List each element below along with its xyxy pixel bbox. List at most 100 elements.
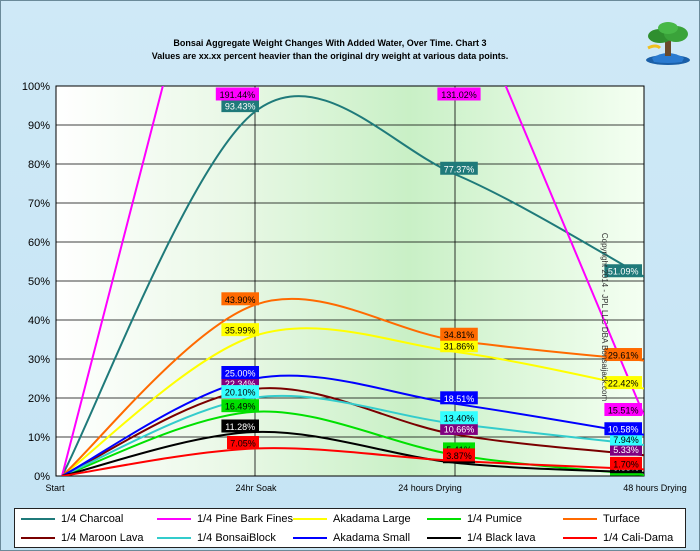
data-label-box <box>221 419 259 433</box>
series-line-7 <box>61 394 644 476</box>
data-label: 34.81% <box>440 327 478 341</box>
legend-label: 1/4 Pumice <box>467 512 523 525</box>
data-label-text: 35.99% <box>225 326 256 336</box>
legend-swatch <box>563 517 597 520</box>
data-label-box <box>437 87 481 101</box>
data-label-text: 18.51% <box>444 394 475 404</box>
legend-label: Akadama Large <box>333 512 411 525</box>
legend-swatch <box>293 517 327 520</box>
legend-label: Akadama Small <box>333 531 411 544</box>
data-label-text: 34.81% <box>444 330 475 340</box>
data-label-box <box>604 422 642 436</box>
legend-label: 1/4 Black lava <box>467 531 536 544</box>
copyright-text: Copyright 2014 - JPL LLC DBA Bonsaijack.… <box>600 232 609 402</box>
bonsai-logo-icon <box>642 18 694 68</box>
x-tick-label: 24hr Soak <box>235 483 277 493</box>
data-label-text: 51.09% <box>608 267 639 277</box>
legend-swatch <box>21 517 55 520</box>
data-label-text: 43.90% <box>225 295 256 305</box>
y-tick-label: 70% <box>28 198 50 210</box>
data-label: 35.99% <box>221 323 259 337</box>
data-label: 20.10% <box>221 385 259 399</box>
x-tick-label: 48 hours Drying <box>623 483 687 493</box>
data-label: 93.43% <box>221 99 259 113</box>
data-label: 13.40% <box>440 411 478 425</box>
data-label-text: 5.33% <box>613 445 639 455</box>
data-label: 10.58% <box>604 422 642 436</box>
data-label: 15.51% <box>604 403 642 417</box>
chart-title: Bonsai Aggregate Weight Changes With Add… <box>173 38 487 48</box>
y-axis: 0% 10% 20% 30% 40% 50% 60% 70% 80% 90% 100% <box>22 81 50 483</box>
y-tick-label: 40% <box>28 315 50 327</box>
legend-label: 1/4 Cali-Dama <box>603 531 674 544</box>
data-label-box <box>604 264 642 278</box>
data-label-text: 13.40% <box>444 414 475 424</box>
x-tick-label: Start <box>45 483 65 493</box>
data-label-box <box>604 403 642 417</box>
data-label-text: 22.34% <box>225 379 256 389</box>
data-label-text: 10.58% <box>608 425 639 435</box>
data-label-box <box>221 399 259 413</box>
data-label-text: 1.70% <box>613 459 639 469</box>
data-label-text: 7.94% <box>613 435 639 445</box>
data-label: 43.90% <box>221 292 259 306</box>
legend-label: 1/4 Charcoal <box>61 512 124 525</box>
data-label-box <box>221 385 259 399</box>
data-label-text: 7.05% <box>230 439 256 449</box>
data-label-text: 10.66% <box>444 424 475 434</box>
data-label-box <box>440 391 478 405</box>
series-line-1 <box>61 95 644 476</box>
legend-item: 1/4 Maroon Lava <box>21 528 144 547</box>
series-line-2 <box>61 86 644 476</box>
y-tick-label: 0% <box>34 471 50 483</box>
x-axis: Start 24hr Soak 24 hours Drying 48 hours Dr… <box>45 483 686 493</box>
data-label-text: 3.87% <box>446 451 472 461</box>
data-label: 3.87% <box>443 448 475 462</box>
data-label-text: 20.10% <box>225 388 256 398</box>
legend-item: 1/4 Charcoal <box>21 509 123 528</box>
data-label-box <box>610 456 642 470</box>
data-label-text: 11.28% <box>225 422 255 432</box>
data-label: 1.70% <box>610 456 642 470</box>
data-label-text: 22.42% <box>608 379 639 389</box>
legend-item: 1/4 Pumice <box>427 509 522 528</box>
legend-item: Akadama Small <box>293 528 410 547</box>
data-label-box <box>215 87 259 101</box>
legend-swatch <box>21 536 55 539</box>
legend-label: 1/4 Maroon Lava <box>61 531 144 544</box>
data-label: 31.86% <box>440 339 478 353</box>
x-tick-label: 24 hours Drying <box>398 483 462 493</box>
data-label: 29.61% <box>604 348 642 362</box>
data-label-box <box>604 376 642 390</box>
y-tick-label: 100% <box>22 81 50 93</box>
data-label: 11.28% <box>221 419 259 433</box>
y-tick-label: 60% <box>28 237 50 249</box>
series-line-5 <box>61 297 644 476</box>
data-label-box <box>440 327 478 341</box>
data-label: 191.44% <box>215 87 259 101</box>
series-lines <box>61 86 644 476</box>
data-label-box <box>443 448 475 462</box>
legend-swatch <box>293 536 327 539</box>
data-label-box <box>221 323 259 337</box>
series-line-3 <box>61 327 644 476</box>
data-label-box <box>604 348 642 362</box>
data-label-text: 77.37% <box>444 164 475 174</box>
data-label-text: 16.49% <box>225 402 256 412</box>
data-label: 25.00% <box>221 366 259 379</box>
data-label-box <box>610 432 642 446</box>
data-label-text: 29.61% <box>608 351 639 361</box>
y-tick-label: 90% <box>28 120 50 132</box>
data-label: 77.37% <box>440 161 478 175</box>
data-label-box <box>440 421 478 435</box>
data-label: 22.42% <box>604 376 642 390</box>
legend-swatch <box>157 536 191 539</box>
data-label-text: 191.44% <box>220 90 256 100</box>
legend-item: 1/4 Pine Bark Fines <box>157 509 293 528</box>
legend-swatch <box>157 517 191 520</box>
data-label-box <box>610 442 642 456</box>
data-label-text: 31.86% <box>444 342 475 352</box>
data-label-text: 131.02% <box>441 90 477 100</box>
y-tick-label: 80% <box>28 159 50 171</box>
data-label-box <box>440 161 478 175</box>
